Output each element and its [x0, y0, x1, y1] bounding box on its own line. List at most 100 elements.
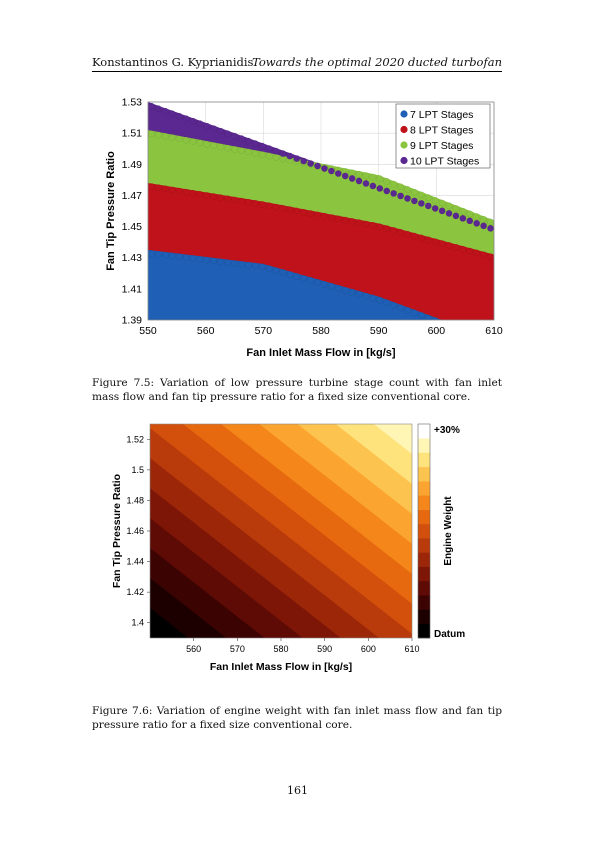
data-point: [231, 132, 238, 140]
y-tick-label: 1.51: [122, 128, 143, 140]
data-point: [487, 224, 494, 232]
legend-entry: 8 LPT Stages: [410, 124, 473, 136]
data-point: [321, 165, 328, 172]
data-point: [341, 172, 349, 180]
data-point: [175, 112, 183, 120]
colorbar-cell: [418, 609, 430, 625]
data-point: [189, 138, 197, 145]
lpt-stage-scatter-chart: 550 560 570 580 590 600 610 1.39 1.41 1.43 1.45 1.…: [105, 97, 503, 360]
data-point: [203, 192, 211, 199]
data-point: [452, 243, 460, 251]
data-point: [459, 207, 467, 215]
data-point: [445, 242, 453, 249]
x-tick-label: 610: [485, 325, 503, 337]
data-point: [224, 259, 231, 266]
data-point: [431, 204, 439, 212]
x-axis-label: Fan Inlet Mass Flow in [kg/s]: [246, 347, 395, 359]
data-point: [293, 155, 301, 162]
colorbar-cell: [418, 566, 430, 582]
data-point: [251, 199, 259, 207]
data-point: [196, 190, 204, 198]
data-point: [355, 219, 363, 227]
data-point: [272, 153, 280, 161]
data-point: [154, 131, 162, 139]
y-tick-label: 1.48: [126, 495, 144, 505]
data-point: [161, 107, 169, 115]
data-point: [196, 255, 204, 263]
colorbar-cell: [418, 438, 430, 453]
x-tick-label: 570: [255, 325, 273, 337]
colorbar-cell: [418, 595, 430, 610]
data-point: [327, 167, 335, 175]
data-point: [417, 311, 425, 319]
data-point: [341, 286, 349, 294]
data-point: [258, 151, 266, 159]
legend-marker: [400, 156, 408, 165]
data-point: [286, 271, 294, 278]
x-tick-label: 590: [370, 325, 388, 337]
data-point: [362, 220, 370, 228]
data-point: [417, 234, 425, 242]
data-point: [321, 212, 328, 220]
data-point: [327, 214, 335, 221]
data-point: [487, 218, 494, 226]
colorbar-cell: [418, 424, 430, 439]
data-point: [355, 170, 363, 178]
data-point: [189, 254, 197, 262]
legend-marker: [400, 141, 408, 149]
data-point: [210, 193, 218, 201]
data-point: [376, 296, 384, 304]
colorbar-cell: [418, 623, 430, 639]
data-point: [314, 211, 321, 219]
colorbar-cell: [418, 552, 430, 567]
legend: 7 LPT Stages 8 LPT Stages 9 LPT Stages 10 L…: [395, 103, 491, 169]
data-point: [314, 278, 321, 286]
legend-entry: 10 LPT Stages: [410, 155, 479, 167]
data-point: [272, 267, 280, 274]
data-point: [397, 183, 404, 191]
data-point: [168, 186, 176, 194]
data-point: [480, 251, 488, 259]
data-point: [466, 247, 474, 255]
y-axis-label: Fan Tip Pressure Ratio: [105, 151, 117, 271]
data-point: [362, 292, 370, 300]
engine-weight-heatmap: 560 570 580 590 600 610 1.4 1.42 1.44 1.46 1.48 1.…: [111, 423, 465, 673]
data-point: [390, 301, 398, 309]
data-point: [404, 195, 411, 202]
data-point: [196, 120, 204, 128]
data-point: [307, 160, 315, 167]
data-point: [487, 253, 494, 261]
data-point: [348, 169, 356, 177]
data-point: [480, 215, 488, 223]
data-point: [203, 122, 211, 130]
data-point: [417, 200, 425, 207]
data-point: [210, 125, 218, 133]
y-tick-label: 1.4: [131, 618, 144, 628]
data-point: [272, 203, 280, 211]
data-point: [189, 117, 197, 125]
data-point: [445, 202, 453, 210]
data-point: [397, 228, 404, 236]
data-point: [300, 157, 308, 165]
data-point: [148, 130, 155, 138]
data-point: [438, 199, 446, 207]
data-point: [272, 147, 280, 155]
data-point: [307, 276, 315, 284]
data-point: [452, 212, 460, 220]
data-point: [390, 227, 398, 234]
data-point: [369, 173, 377, 181]
data-point: [217, 143, 225, 151]
x-tick-label: 560: [186, 644, 201, 654]
data-point: [293, 207, 301, 215]
data-point: [168, 252, 176, 260]
data-point: [217, 258, 225, 266]
data-point: [376, 223, 384, 231]
colorbar-cell: [418, 466, 430, 482]
data-point: [231, 196, 238, 204]
data-point: [265, 265, 273, 272]
data-point: [217, 194, 225, 202]
data-point: [404, 230, 411, 238]
running-header: Konstantinos G. Kyprianidis Towards the …: [92, 55, 502, 72]
x-tick-label: 600: [428, 325, 446, 337]
data-point: [231, 260, 238, 267]
